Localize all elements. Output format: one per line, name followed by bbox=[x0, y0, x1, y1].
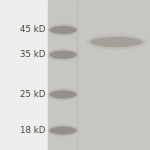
Text: 25 kD: 25 kD bbox=[20, 90, 45, 99]
Ellipse shape bbox=[90, 37, 142, 47]
Ellipse shape bbox=[86, 34, 146, 50]
Ellipse shape bbox=[50, 51, 76, 59]
Text: 18 kD: 18 kD bbox=[20, 126, 45, 135]
Ellipse shape bbox=[50, 90, 76, 99]
Bar bbox=[48, 0, 150, 150]
Ellipse shape bbox=[48, 124, 79, 137]
Text: 45 kD: 45 kD bbox=[20, 26, 45, 34]
Ellipse shape bbox=[48, 49, 79, 61]
Text: 35 kD: 35 kD bbox=[20, 50, 45, 59]
Ellipse shape bbox=[50, 126, 76, 135]
Ellipse shape bbox=[48, 88, 79, 101]
Ellipse shape bbox=[50, 26, 76, 34]
Bar bbox=[0, 0, 48, 150]
Ellipse shape bbox=[48, 24, 79, 36]
